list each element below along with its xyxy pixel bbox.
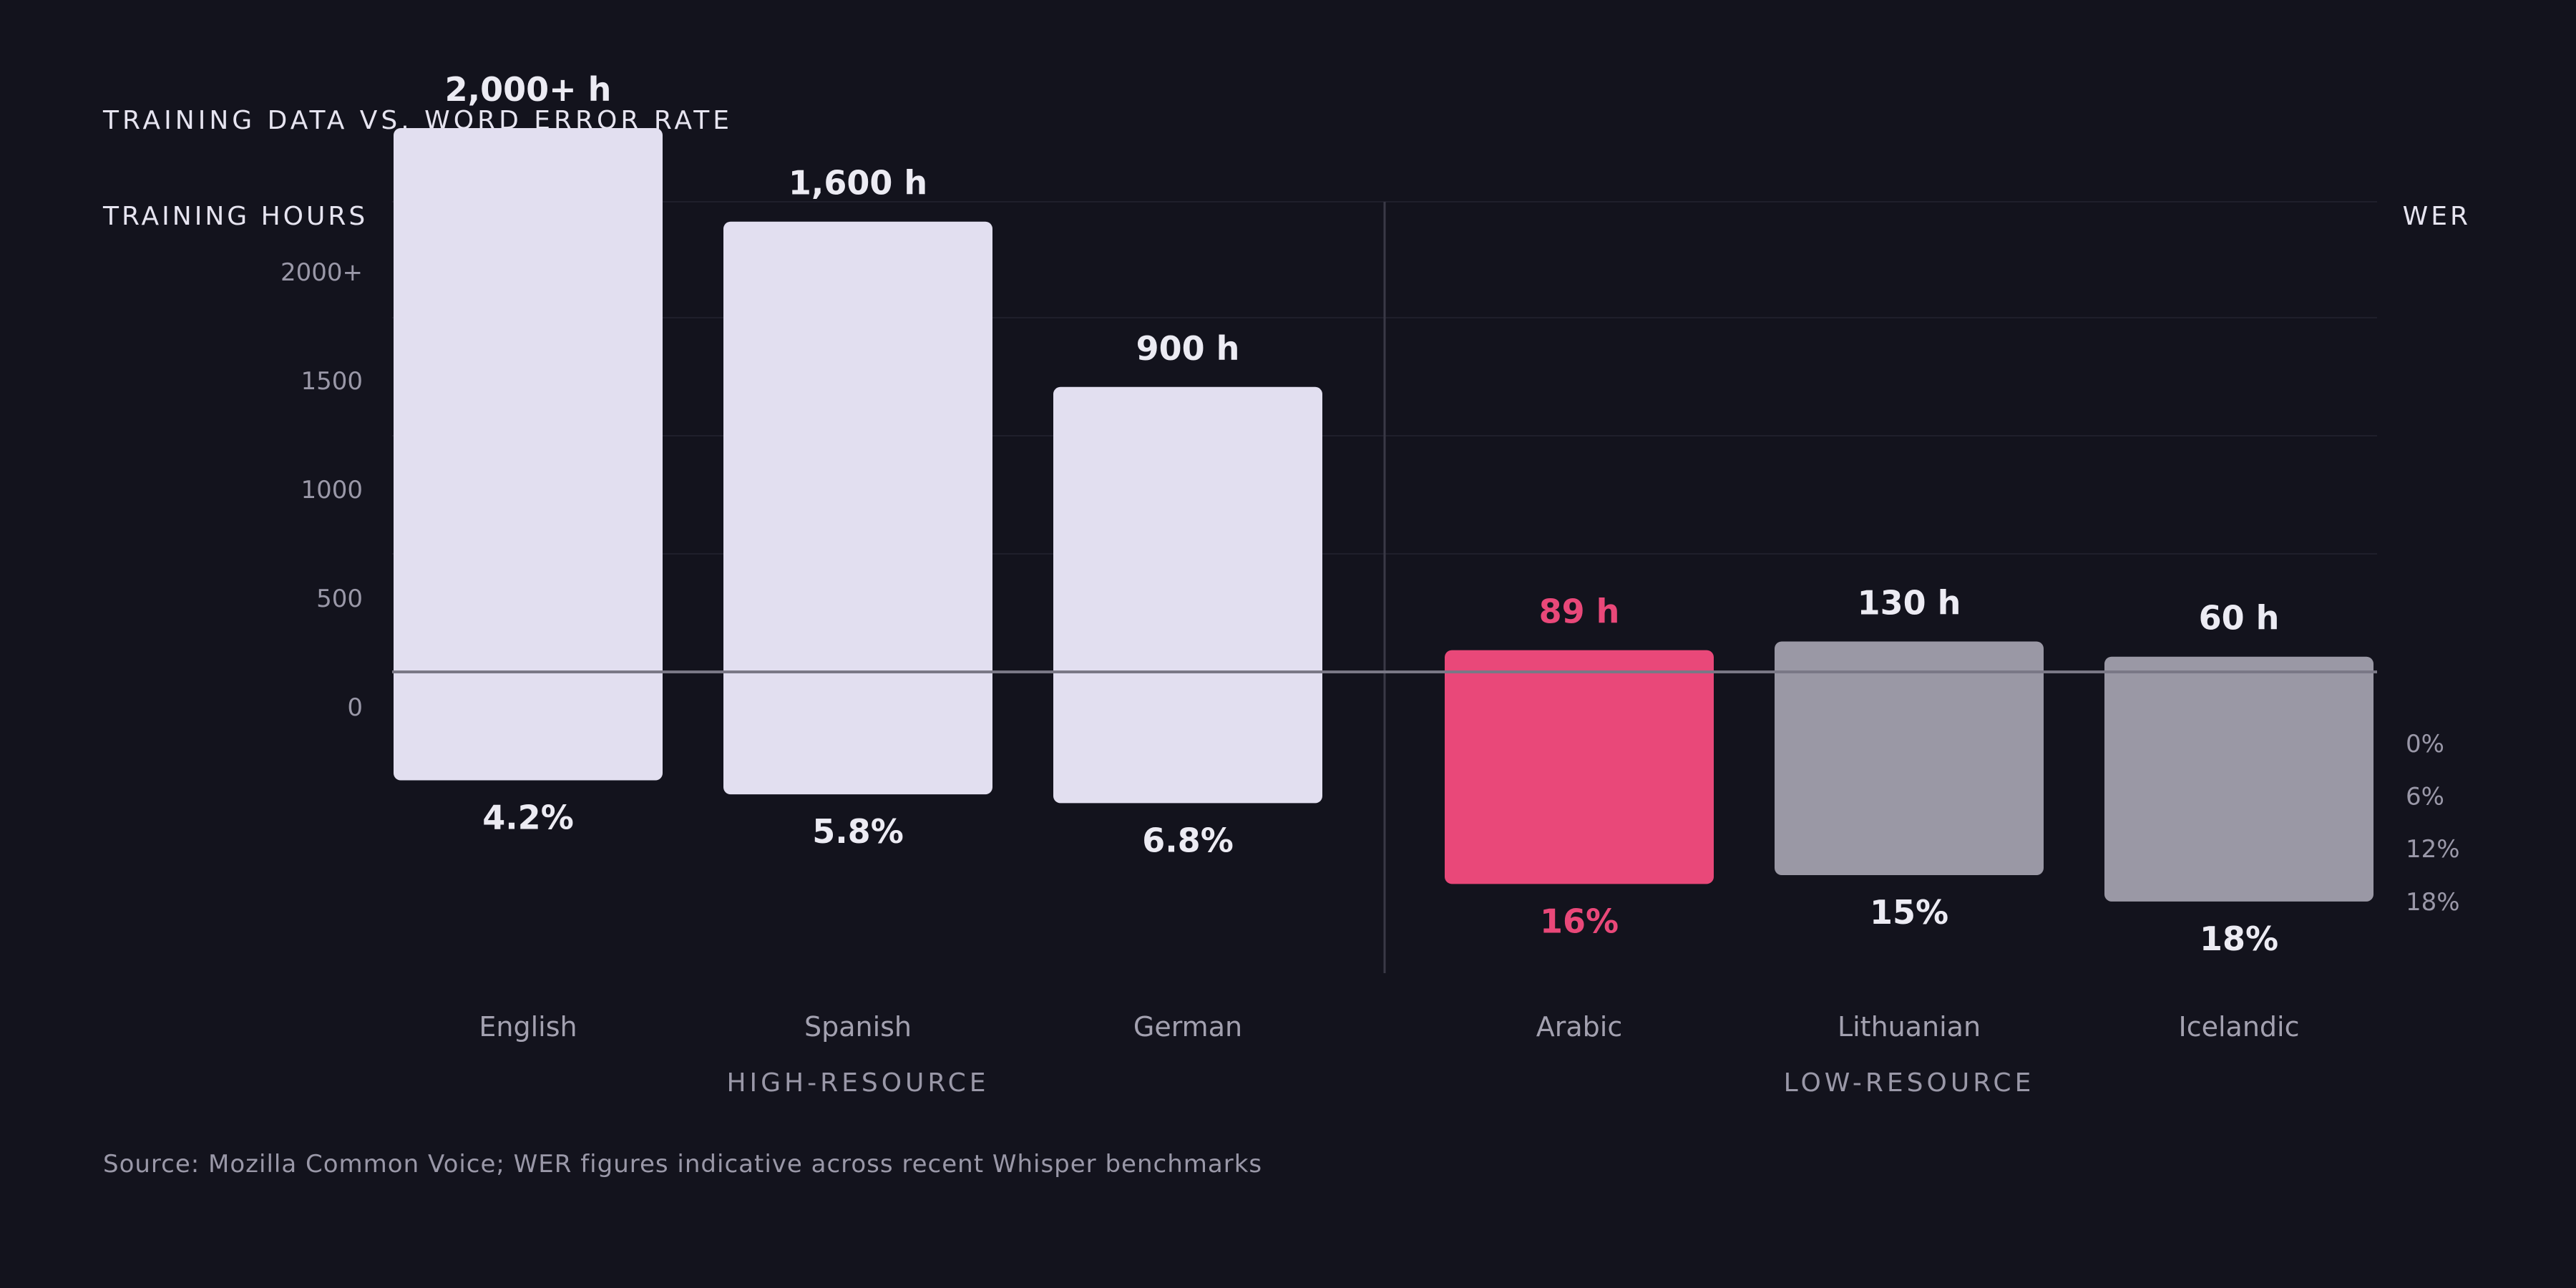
category-label: Arabic: [1536, 1011, 1622, 1043]
labels: 2,000+ h 4.2% English 1,600 h 5.8% Spanish 900…: [445, 70, 2300, 1098]
wer-label: 6.8%: [1142, 821, 1234, 859]
hours-label: 900 h: [1136, 329, 1240, 368]
bar-english: [394, 128, 663, 781]
bar-arabic: [1445, 650, 1714, 884]
bar-lithuanian: [1775, 641, 2044, 876]
hours-axis: 0 500 1000 1500 2000+: [280, 258, 363, 722]
wer-tick-label: 12%: [2406, 835, 2460, 864]
hours-label: 2,000+ h: [445, 70, 612, 109]
source-note: Source: Mozilla Common Voice; WER figure…: [103, 1150, 1262, 1179]
wer-tick-label: 18%: [2406, 888, 2460, 917]
left-axis-title: TRAINING HOURS: [102, 202, 368, 231]
hours-label: 89 h: [1539, 592, 1620, 631]
hours-label: 60 h: [2199, 599, 2280, 638]
group-label: LOW-RESOURCE: [1784, 1068, 2035, 1098]
wer-label: 4.2%: [482, 799, 574, 837]
wer-axis: 0% 6% 12% 18%: [2406, 730, 2460, 917]
category-label: Icelandic: [2179, 1011, 2300, 1043]
category-label: German: [1133, 1011, 1242, 1043]
group-label: HIGH-RESOURCE: [726, 1068, 989, 1098]
category-label: Spanish: [804, 1011, 912, 1043]
bar-icelandic: [2104, 656, 2373, 902]
hours-tick-label: 2000+: [280, 258, 363, 287]
wer-label: 18%: [2200, 919, 2278, 958]
hours-tick-label: 0: [347, 693, 363, 722]
wer-tick-label: 6%: [2406, 783, 2444, 811]
category-label: English: [479, 1011, 577, 1043]
bar-german: [1053, 386, 1322, 804]
hours-label: 1,600 h: [789, 164, 927, 203]
bar-spanish: [723, 221, 992, 795]
wer-label: 16%: [1540, 902, 1619, 940]
wer-tick-label: 0%: [2406, 730, 2444, 758]
category-label: Lithuanian: [1838, 1011, 1981, 1043]
hours-tick-label: 1500: [301, 367, 363, 396]
hours-tick-label: 500: [316, 585, 363, 613]
hours-label: 130 h: [1858, 583, 1961, 622]
wer-label: 5.8%: [812, 812, 904, 851]
right-axis-title: WER: [2403, 202, 2471, 231]
hours-tick-label: 1000: [301, 476, 363, 504]
bars: [394, 128, 2373, 902]
wer-label: 15%: [1870, 893, 1948, 932]
